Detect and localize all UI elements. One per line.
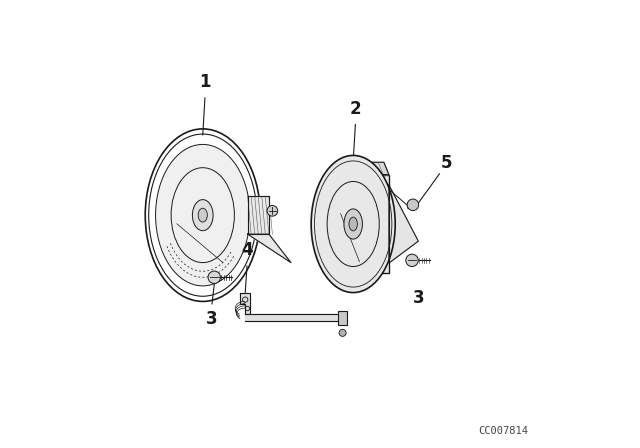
Ellipse shape — [349, 217, 357, 231]
Ellipse shape — [156, 144, 250, 286]
Text: 4: 4 — [241, 241, 253, 259]
Text: 3: 3 — [413, 289, 424, 307]
Polygon shape — [244, 314, 338, 321]
Polygon shape — [248, 234, 291, 263]
Text: 2: 2 — [349, 100, 361, 118]
Polygon shape — [248, 196, 269, 234]
Circle shape — [339, 329, 346, 336]
Ellipse shape — [193, 200, 213, 231]
FancyBboxPatch shape — [338, 311, 348, 325]
Ellipse shape — [344, 209, 362, 239]
Ellipse shape — [311, 155, 396, 293]
Ellipse shape — [198, 208, 207, 222]
Text: 1: 1 — [199, 73, 211, 91]
Polygon shape — [389, 185, 419, 263]
Text: CC007814: CC007814 — [478, 426, 528, 436]
Circle shape — [406, 254, 418, 267]
Circle shape — [267, 206, 278, 216]
Polygon shape — [344, 162, 389, 175]
Text: 5: 5 — [440, 154, 452, 172]
Circle shape — [208, 271, 220, 284]
FancyBboxPatch shape — [349, 175, 389, 273]
Polygon shape — [241, 293, 250, 314]
Circle shape — [407, 199, 419, 211]
Text: 3: 3 — [206, 310, 218, 328]
